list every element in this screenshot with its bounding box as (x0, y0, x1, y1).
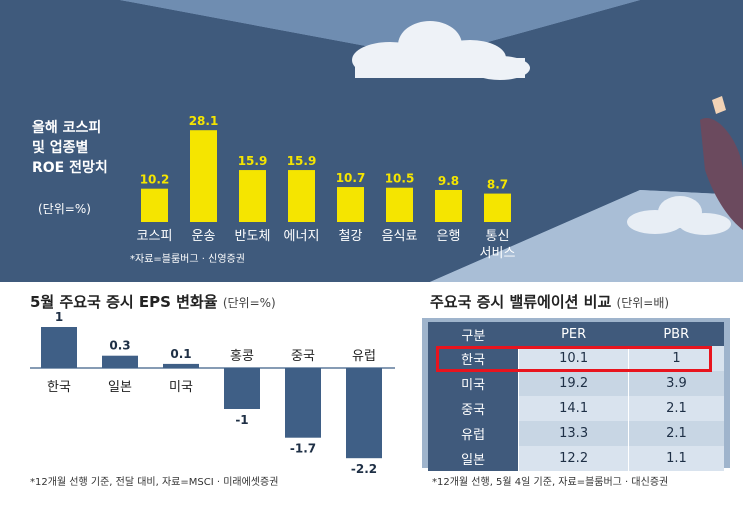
roe-value-label: 10.7 (336, 171, 366, 185)
per-value: 13.3 (518, 421, 629, 446)
eps-bar (346, 368, 382, 459)
eps-value-label: -1 (235, 413, 248, 427)
row-country: 중국 (428, 396, 519, 421)
pbr-value: 2.1 (628, 396, 724, 421)
eps-chart-title: 5월 주요국 증시 EPS 변화율 (단위=%) (30, 291, 276, 312)
eps-title-text: 5월 주요국 증시 EPS 변화율 (30, 293, 218, 311)
per-value: 19.2 (518, 371, 629, 396)
row-country: 유럽 (428, 421, 519, 446)
roe-bar (141, 188, 168, 222)
roe-bar (190, 130, 217, 222)
eps-value-label: 0.1 (170, 347, 191, 361)
eps-bar-chart: 1 한국 0.3 일본 0.1 미국 -1 홍콩 -1.7 중국 -2.2 유럽 (41, 310, 382, 476)
valuation-unit-label: (단위=배) (616, 296, 670, 310)
eps-bar (102, 355, 138, 368)
table-row: 유럽 13.3 2.1 (428, 421, 724, 446)
table-header-row: 구분 PER PBR (428, 322, 724, 346)
roe-bar (337, 187, 364, 222)
roe-value-label: 9.8 (438, 174, 459, 188)
valuation-title-text: 주요국 증시 밸류에이션 비교 (430, 293, 612, 311)
header-cell-per: PER (518, 322, 629, 346)
eps-bar (163, 363, 199, 368)
roe-category-label: 코스피 (137, 229, 173, 244)
per-value: 10.1 (518, 346, 629, 371)
roe-value-label: 10.5 (385, 172, 415, 186)
eps-value-label: -2.2 (351, 462, 377, 476)
valuation-table: 구분 PER PBR 한국 10.1 1 미국 19.2 3.9 중국 14.1… (428, 322, 724, 471)
eps-category-label: 미국 (169, 380, 193, 395)
eps-category-label: 홍콩 (230, 349, 254, 364)
roe-category-label: 통신 서비스 (480, 229, 516, 261)
eps-category-label: 일본 (108, 380, 132, 395)
roe-bar (239, 170, 266, 222)
header-cell-pbr: PBR (628, 322, 724, 346)
eps-bar (224, 368, 260, 409)
roe-bar (386, 187, 413, 222)
roe-source-note: *자료=블룸버그 · 신영증권 (130, 254, 245, 265)
pbr-value: 1 (628, 346, 724, 371)
roe-bar (435, 189, 462, 222)
eps-category-label: 중국 (291, 349, 315, 364)
table-row: 미국 19.2 3.9 (428, 371, 724, 396)
table-row: 한국 10.1 1 (428, 346, 724, 371)
roe-value-label: 8.7 (487, 178, 508, 192)
roe-chart-title: 올해 코스피 및 업종별 ROE 전망치 (32, 118, 152, 178)
eps-value-label: 0.3 (109, 339, 130, 353)
cloud-icon (352, 21, 530, 80)
pbr-value: 2.1 (628, 421, 724, 446)
eps-source-note: *12개월 선행 기준, 전달 대비, 자료=MSCI · 미래에셋증권 (30, 477, 279, 488)
roe-title-line: ROE 전망치 (32, 160, 108, 176)
row-country: 한국 (428, 346, 519, 371)
dark-banner-shape (0, 0, 743, 282)
roe-category-label: 은행 (437, 228, 461, 244)
eps-category-label: 유럽 (352, 349, 376, 364)
roe-title-line: 및 업종별 (32, 140, 89, 156)
per-value: 14.1 (518, 396, 629, 421)
table-row: 중국 14.1 2.1 (428, 396, 724, 421)
eps-bar (285, 368, 321, 438)
roe-bar-chart: 10.2 코스피 28.1 운송 15.9 반도체 15.9 에너지 10.7 철강 10.5 음식료… (137, 114, 516, 261)
roe-value-label: 15.9 (238, 154, 268, 168)
per-value: 12.2 (518, 446, 629, 471)
table-row: 일본 12.2 1.1 (428, 446, 724, 471)
roe-category-label: 운송 (192, 229, 216, 244)
small-cloud-icon (627, 196, 731, 235)
header-cell-category: 구분 (428, 322, 519, 346)
roe-category-label: 반도체 (235, 229, 271, 244)
roe-category-label: 철강 (339, 229, 363, 244)
valuation-source-note: *12개월 선행, 5월 4일 기준, 자료=블룸버그 · 대신증권 (432, 477, 669, 488)
eps-bar (41, 327, 77, 368)
pbr-value: 1.1 (628, 446, 724, 471)
roe-value-label: 28.1 (189, 114, 219, 128)
roe-value-label: 10.2 (140, 173, 170, 187)
eps-unit-label: (단위=%) (222, 296, 276, 310)
row-country: 일본 (428, 446, 519, 471)
roe-title-line: 올해 코스피 (32, 120, 102, 136)
roe-bar (288, 170, 315, 222)
pbr-value: 3.9 (628, 371, 724, 396)
roe-bar (484, 193, 511, 222)
roe-value-label: 15.9 (287, 154, 317, 168)
row-country: 미국 (428, 371, 519, 396)
roe-unit-label: (단위=%) (38, 202, 91, 216)
eps-category-label: 한국 (47, 380, 71, 395)
eps-value-label: 1 (55, 310, 63, 324)
eps-value-label: -1.7 (290, 442, 316, 456)
valuation-title: 주요국 증시 밸류에이션 비교 (단위=배) (430, 291, 669, 312)
roe-category-label: 음식료 (382, 229, 418, 244)
light-banner-fold (120, 0, 640, 58)
roe-category-label: 에너지 (284, 229, 320, 244)
highlight-box-korea (436, 346, 712, 372)
person-illustration (700, 96, 743, 230)
